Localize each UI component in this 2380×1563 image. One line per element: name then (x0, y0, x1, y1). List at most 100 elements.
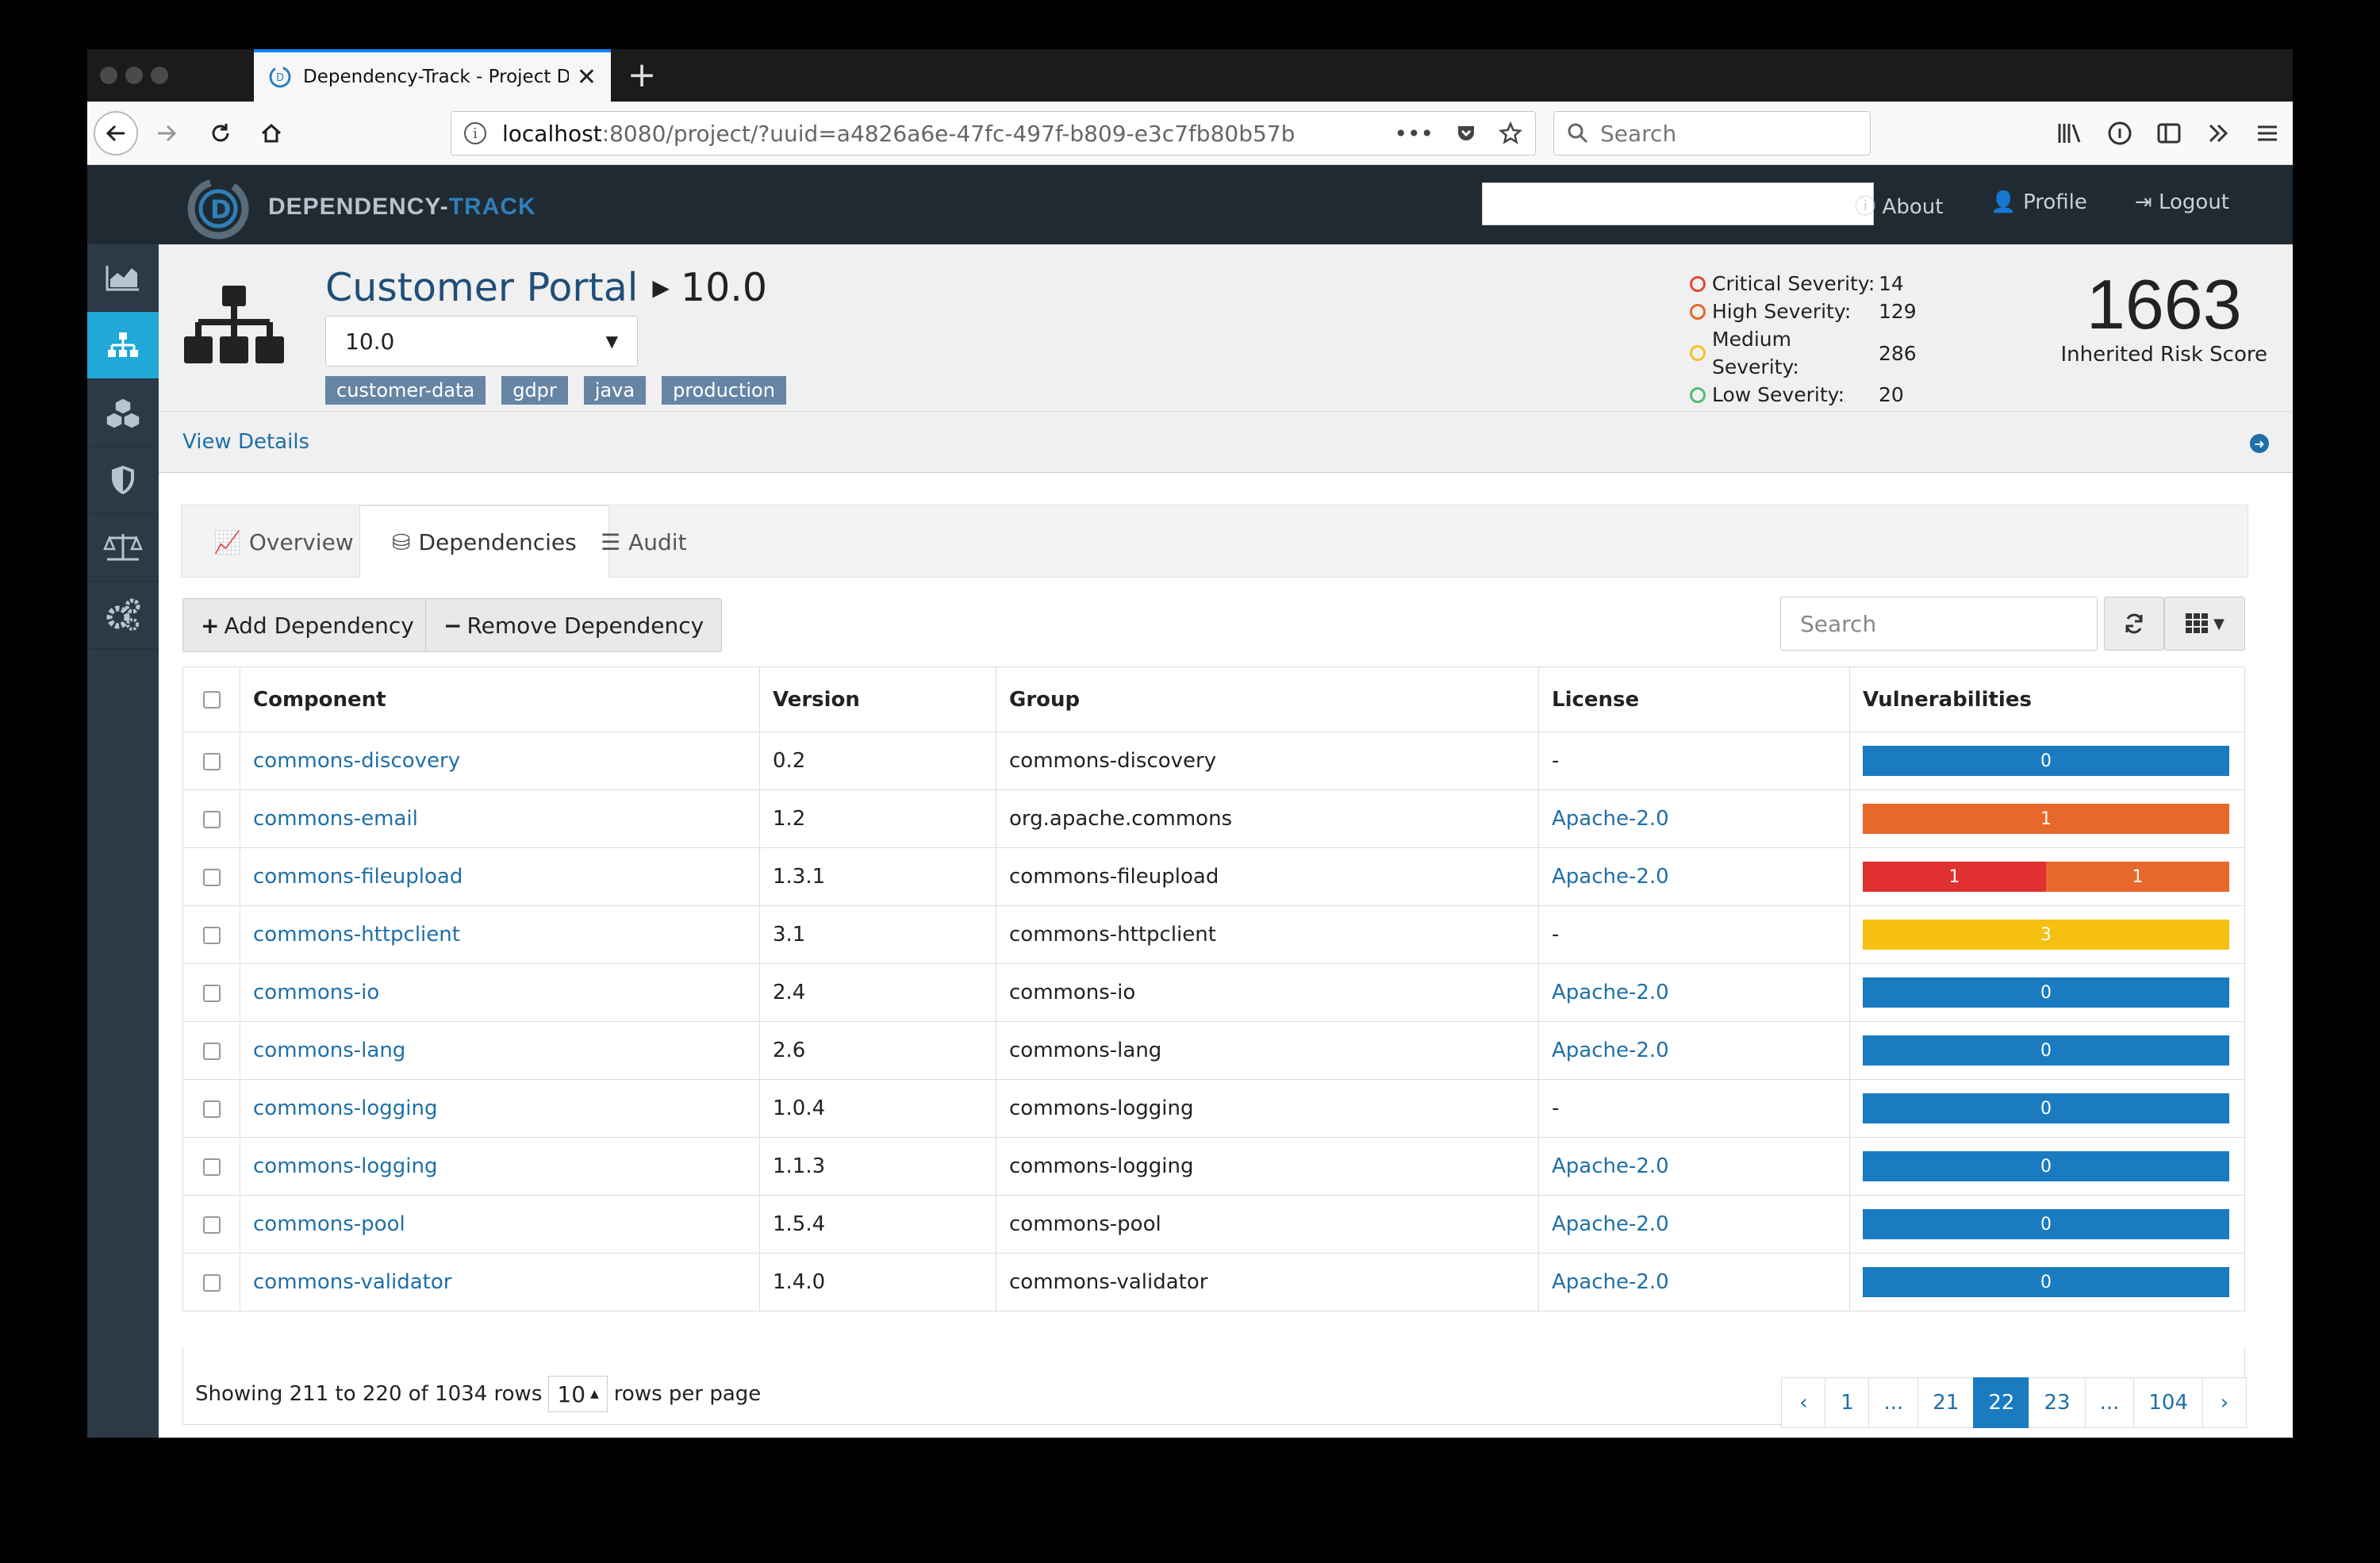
column-header-vulnerabilities[interactable]: Vulnerabilities (1849, 666, 2245, 732)
browser-tab[interactable]: D Dependency-Track - Project De ✕ (254, 49, 611, 102)
license-link[interactable]: Apache-2.0 (1552, 807, 1669, 831)
sidebar-toggle-icon[interactable] (2156, 121, 2182, 146)
hamburger-menu-icon[interactable] (2255, 121, 2280, 146)
row-checkbox[interactable] (202, 752, 221, 770)
pocket-icon[interactable] (1454, 121, 1478, 145)
columns-toggle-button[interactable]: ▼ (2164, 597, 2245, 651)
select-all-checkbox[interactable] (202, 691, 221, 709)
app-logo[interactable]: D DEPENDENCY-TRACK (182, 173, 536, 241)
project-tag[interactable]: production (662, 376, 786, 405)
row-checkbox[interactable] (202, 1042, 221, 1060)
column-header-group[interactable]: Group (996, 666, 1539, 732)
component-link[interactable]: commons-validator (253, 1270, 452, 1294)
remove-dependency-button[interactable]: − Remove Dependency (425, 598, 723, 652)
page-button[interactable]: 1 (1825, 1377, 1870, 1428)
version-select[interactable]: 10.0 ▼ (325, 316, 638, 367)
new-tab-button[interactable]: + (627, 55, 657, 95)
row-checkbox[interactable] (202, 926, 221, 944)
row-checkbox[interactable] (202, 868, 221, 886)
tab-audit[interactable]: ☰ Audit (569, 505, 719, 578)
license-link[interactable]: Apache-2.0 (1552, 1154, 1669, 1178)
table-row[interactable]: commons-validator 1.4.0 commons-validator A… (182, 1253, 2245, 1311)
sidebar-item-licenses[interactable] (87, 514, 159, 582)
component-link[interactable]: commons-fileupload (253, 865, 463, 889)
component-link[interactable]: commons-io (253, 981, 380, 1004)
sidebar-item-projects[interactable] (87, 312, 159, 379)
row-checkbox[interactable] (202, 1158, 221, 1176)
rows-per-page-select[interactable]: 10 ▲ (548, 1376, 608, 1412)
table-row[interactable]: commons-email 1.2 org.apache.commons Apache… (182, 789, 2245, 848)
refresh-button[interactable] (2104, 597, 2164, 651)
reader-info-icon[interactable] (2107, 121, 2132, 146)
row-checkbox[interactable] (202, 1215, 221, 1234)
tab-dependencies[interactable]: ⛁ Dependencies (359, 505, 609, 578)
page-button[interactable]: 21 (1917, 1377, 1975, 1428)
vulnerability-bar[interactable]: 0 (1863, 1035, 2229, 1066)
minimize-window-button[interactable] (125, 67, 143, 84)
component-link[interactable]: commons-email (253, 807, 418, 831)
vulnerability-bar[interactable]: 3 (1863, 920, 2229, 950)
component-link[interactable]: commons-logging (253, 1154, 438, 1178)
home-button[interactable] (249, 111, 294, 156)
forward-button[interactable] (144, 111, 189, 156)
profile-link[interactable]: 👤 Profile (1990, 190, 2087, 214)
sidebar-item-dashboard[interactable] (87, 244, 159, 312)
logout-link[interactable]: ⇥ Logout (2134, 190, 2229, 214)
close-tab-icon[interactable]: ✕ (576, 63, 597, 91)
reload-button[interactable] (198, 111, 243, 156)
vulnerability-bar[interactable]: 0 (1863, 1267, 2229, 1297)
arrow-circle-right-icon[interactable]: ➜ (2250, 434, 2269, 453)
overflow-chevron-icon[interactable] (2205, 121, 2231, 146)
sidebar-item-components[interactable] (87, 379, 159, 447)
table-row[interactable]: commons-logging 1.0.4 commons-logging -0 (182, 1079, 2245, 1138)
table-row[interactable]: commons-lang 2.6 commons-lang Apache-2.0 0 (182, 1021, 2245, 1080)
license-link[interactable]: Apache-2.0 (1552, 1039, 1669, 1062)
zoom-window-button[interactable] (151, 67, 168, 84)
address-bar[interactable]: i localhost :8080/project/?uuid=a4826a6e… (451, 111, 1536, 156)
column-header-version[interactable]: Version (759, 666, 996, 732)
component-link[interactable]: commons-pool (253, 1212, 405, 1236)
component-link[interactable]: commons-lang (253, 1039, 406, 1062)
vulnerability-bar[interactable]: 0 (1863, 746, 2229, 776)
page-button[interactable]: 22 (1973, 1377, 2030, 1428)
sidebar-item-admin[interactable] (87, 582, 159, 649)
table-row[interactable]: commons-httpclient 3.1 commons-httpclient -… (182, 905, 2245, 964)
page-button[interactable]: 23 (2029, 1377, 2086, 1428)
next-page-button[interactable]: › (2202, 1377, 2247, 1428)
table-row[interactable]: commons-io 2.4 commons-io Apache-2.0 0 (182, 963, 2245, 1022)
vulnerability-bar[interactable]: 0 (1863, 1151, 2229, 1181)
vulnerability-bar[interactable]: 0 (1863, 1093, 2229, 1123)
component-link[interactable]: commons-logging (253, 1096, 438, 1120)
license-link[interactable]: Apache-2.0 (1552, 981, 1669, 1004)
license-link[interactable]: Apache-2.0 (1552, 1212, 1669, 1236)
table-row[interactable]: commons-logging 1.1.3 commons-logging Apach… (182, 1137, 2245, 1196)
app-search-input[interactable] (1482, 182, 1874, 225)
browser-search-bar[interactable]: Search (1553, 111, 1871, 156)
project-tag[interactable]: gdpr (501, 376, 568, 405)
page-button[interactable]: ... (2084, 1377, 2135, 1428)
row-checkbox[interactable] (202, 810, 221, 828)
tab-overview[interactable]: 📈 Overview (182, 505, 386, 578)
license-link[interactable]: Apache-2.0 (1552, 1270, 1669, 1294)
component-link[interactable]: commons-discovery (253, 749, 461, 773)
page-button[interactable]: 104 (2133, 1377, 2203, 1428)
row-checkbox[interactable] (202, 1100, 221, 1118)
about-link[interactable]: ⓘ About (1855, 195, 1944, 219)
page-actions-icon[interactable]: ••• (1394, 120, 1434, 147)
view-details-link[interactable]: View Details (182, 430, 310, 454)
vulnerability-bar[interactable]: 0 (1863, 977, 2229, 1008)
table-search-input[interactable]: Search (1780, 597, 2098, 651)
vulnerability-bar[interactable]: 0 (1863, 1209, 2229, 1239)
component-link[interactable]: commons-httpclient (253, 923, 460, 947)
sidebar-item-vulnerabilities[interactable] (87, 447, 159, 514)
row-checkbox[interactable] (202, 1273, 221, 1292)
table-row[interactable]: commons-discovery 0.2 commons-discovery -0 (182, 732, 2245, 790)
back-button[interactable] (94, 111, 138, 156)
vulnerability-bar[interactable]: 1 (1863, 804, 2229, 834)
add-dependency-button[interactable]: + Add Dependency (182, 598, 432, 652)
close-window-button[interactable] (100, 67, 117, 84)
prev-page-button[interactable]: ‹ (1781, 1377, 1826, 1428)
site-info-icon[interactable]: i (464, 122, 486, 144)
library-icon[interactable] (2056, 121, 2083, 146)
